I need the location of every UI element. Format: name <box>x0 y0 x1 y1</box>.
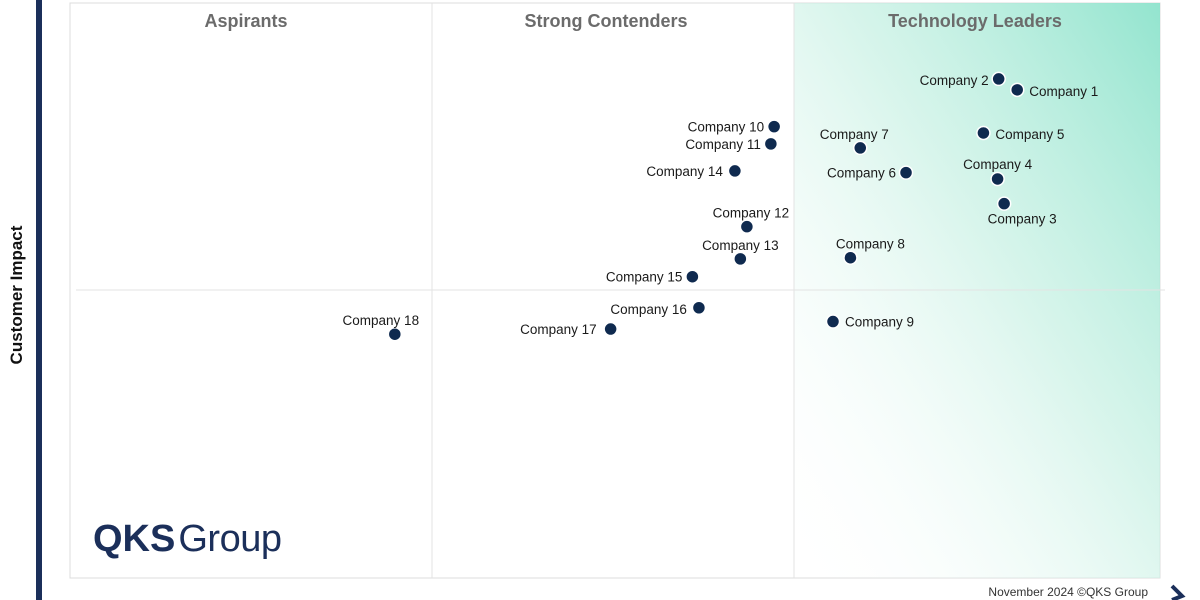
data-point-company-2[interactable] <box>991 71 1006 87</box>
data-label-company-1: Company 1 <box>1029 84 1098 99</box>
data-label-company-2: Company 2 <box>920 73 989 88</box>
data-label-company-5: Company 5 <box>995 127 1064 142</box>
data-label-company-14: Company 14 <box>646 164 723 179</box>
data-points: Company 1 Company 2 Company 3 Company 4 Comp… <box>343 71 1098 342</box>
y-axis-bar <box>36 0 42 600</box>
footer-copyright: November 2024 ©QKS Group <box>988 585 1148 599</box>
data-point-company-10[interactable] <box>766 119 782 134</box>
data-point-company-14[interactable] <box>727 163 743 179</box>
data-label-company-4: Company 4 <box>963 157 1033 172</box>
data-point-company-17[interactable] <box>603 321 618 337</box>
data-label-company-10: Company 10 <box>688 120 765 135</box>
data-label-company-16: Company 16 <box>610 302 687 317</box>
logo-bold-text: QKS <box>93 518 176 560</box>
quadrant-title-aspirants: Aspirants <box>204 11 287 31</box>
data-label-company-11: Company 11 <box>685 137 761 152</box>
quadrant-title-strong-contenders: Strong Contenders <box>524 11 687 31</box>
data-point-company-9[interactable] <box>825 314 841 329</box>
data-point-company-11[interactable] <box>763 136 779 152</box>
data-point-company-18[interactable] <box>387 326 403 342</box>
data-label-company-13: Company 13 <box>702 238 779 253</box>
data-label-company-6: Company 6 <box>827 166 896 181</box>
data-label-company-9: Company 9 <box>845 315 914 330</box>
y-axis-label: Customer Impact <box>7 225 26 364</box>
data-point-company-8[interactable] <box>843 250 858 265</box>
data-point-company-1[interactable] <box>1009 82 1025 98</box>
data-label-company-8: Company 8 <box>836 237 905 252</box>
data-point-company-4[interactable] <box>990 171 1005 187</box>
data-point-company-16[interactable] <box>691 300 707 315</box>
data-point-company-13[interactable] <box>733 251 748 267</box>
data-label-company-12: Company 12 <box>713 206 790 221</box>
data-point-company-7[interactable] <box>853 140 868 156</box>
data-label-company-18: Company 18 <box>343 313 420 328</box>
qks-group-logo: QKSGroup <box>93 518 282 561</box>
data-point-company-12[interactable] <box>739 219 755 234</box>
data-label-company-17: Company 17 <box>520 322 597 337</box>
data-point-company-3[interactable] <box>996 196 1012 211</box>
x-axis-arrow-icon <box>1170 584 1186 600</box>
data-label-company-3: Company 3 <box>988 212 1057 227</box>
quadrant-title-technology-leaders: Technology Leaders <box>888 11 1062 31</box>
data-point-company-5[interactable] <box>976 125 991 141</box>
data-label-company-15: Company 15 <box>606 270 683 285</box>
logo-light-text: Group <box>178 518 282 560</box>
data-point-company-15[interactable] <box>685 269 700 284</box>
data-label-company-7: Company 7 <box>820 127 889 142</box>
data-point-company-6[interactable] <box>898 165 914 180</box>
